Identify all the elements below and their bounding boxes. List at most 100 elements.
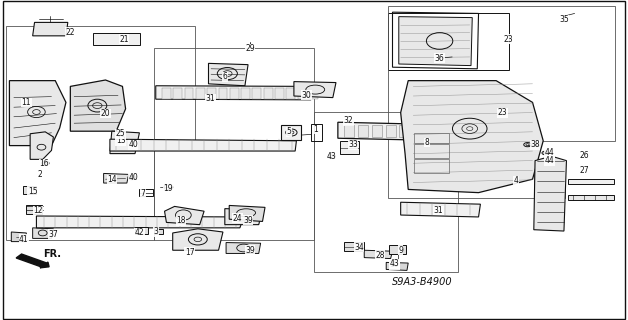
Text: 31: 31 xyxy=(433,206,443,215)
Bar xyxy=(344,242,364,251)
Text: S9A3-B4900: S9A3-B4900 xyxy=(392,277,452,287)
Bar xyxy=(23,186,36,194)
Text: 31: 31 xyxy=(205,94,215,103)
Text: 37: 37 xyxy=(48,230,58,239)
Text: 18: 18 xyxy=(176,216,186,225)
Polygon shape xyxy=(338,122,479,141)
Text: 10: 10 xyxy=(389,260,399,269)
Polygon shape xyxy=(226,243,261,253)
Bar xyxy=(386,125,396,137)
Bar xyxy=(264,88,273,99)
Text: 14: 14 xyxy=(107,175,117,184)
Text: 5: 5 xyxy=(286,127,291,136)
Bar xyxy=(230,88,239,99)
Text: 2: 2 xyxy=(37,170,42,179)
Polygon shape xyxy=(229,205,265,221)
Text: 24: 24 xyxy=(232,214,242,223)
Text: 20: 20 xyxy=(100,109,111,118)
Bar xyxy=(311,124,322,141)
Text: 11: 11 xyxy=(21,98,31,107)
Text: 4: 4 xyxy=(514,176,519,185)
Bar xyxy=(275,88,284,99)
Polygon shape xyxy=(110,139,296,151)
Text: 32: 32 xyxy=(344,116,354,125)
Text: 23: 23 xyxy=(504,35,514,44)
Polygon shape xyxy=(110,131,139,154)
Polygon shape xyxy=(165,206,204,225)
Polygon shape xyxy=(36,216,244,228)
Text: 17: 17 xyxy=(185,248,195,257)
Text: 40: 40 xyxy=(128,140,138,149)
Text: 39: 39 xyxy=(245,246,255,255)
Polygon shape xyxy=(70,80,126,131)
Bar xyxy=(309,88,318,99)
Bar xyxy=(219,88,227,99)
Text: 39: 39 xyxy=(243,216,253,225)
Text: 12: 12 xyxy=(33,206,43,215)
Bar xyxy=(413,125,423,137)
Polygon shape xyxy=(11,232,26,242)
Bar xyxy=(93,33,140,45)
Polygon shape xyxy=(534,156,566,231)
Bar xyxy=(568,195,614,200)
Bar xyxy=(455,125,465,137)
Text: FR.: FR. xyxy=(43,249,61,260)
Bar xyxy=(298,88,306,99)
Text: 8: 8 xyxy=(425,138,430,147)
Bar xyxy=(568,179,614,184)
Text: 26: 26 xyxy=(579,151,589,160)
Polygon shape xyxy=(208,63,248,86)
Bar xyxy=(241,88,250,99)
Bar xyxy=(414,159,449,173)
Polygon shape xyxy=(156,86,313,100)
Bar xyxy=(414,133,449,143)
Text: 15: 15 xyxy=(28,187,38,196)
Bar xyxy=(173,88,182,99)
Text: 23: 23 xyxy=(497,108,507,117)
Text: 38: 38 xyxy=(530,140,540,149)
Bar xyxy=(358,125,368,137)
Bar xyxy=(162,88,171,99)
Text: 35: 35 xyxy=(559,15,569,24)
Bar xyxy=(372,125,382,137)
Text: 21: 21 xyxy=(119,35,129,44)
Bar xyxy=(154,229,163,234)
Text: 6: 6 xyxy=(222,72,227,81)
Text: 9: 9 xyxy=(398,246,403,255)
Text: 29: 29 xyxy=(245,44,255,53)
Polygon shape xyxy=(401,202,480,217)
Polygon shape xyxy=(33,22,68,36)
Text: 3: 3 xyxy=(153,228,158,236)
Bar xyxy=(340,141,359,154)
Polygon shape xyxy=(399,17,472,66)
Bar xyxy=(281,125,301,140)
Text: 1: 1 xyxy=(313,125,318,134)
Text: 28: 28 xyxy=(375,251,385,260)
Text: 25: 25 xyxy=(116,129,126,138)
Bar xyxy=(286,88,295,99)
Text: 19: 19 xyxy=(163,184,173,193)
Bar xyxy=(139,189,153,196)
Polygon shape xyxy=(33,228,53,238)
Polygon shape xyxy=(225,209,263,225)
Polygon shape xyxy=(401,81,543,193)
FancyArrow shape xyxy=(16,254,49,268)
Polygon shape xyxy=(294,82,336,98)
Text: 40: 40 xyxy=(128,173,138,182)
Bar xyxy=(344,125,354,137)
Text: 34: 34 xyxy=(354,243,364,252)
Bar xyxy=(414,144,449,158)
Text: 7: 7 xyxy=(141,189,146,198)
Text: 44: 44 xyxy=(544,156,555,165)
Bar xyxy=(427,125,437,137)
Bar xyxy=(26,205,42,214)
Text: 30: 30 xyxy=(301,91,311,100)
Bar xyxy=(389,245,406,254)
Text: 27: 27 xyxy=(579,166,589,175)
Polygon shape xyxy=(364,250,392,259)
Bar xyxy=(399,125,409,137)
Text: 16: 16 xyxy=(39,159,49,168)
Text: 41: 41 xyxy=(19,235,29,244)
Bar xyxy=(388,13,509,70)
Text: 42: 42 xyxy=(134,228,144,237)
